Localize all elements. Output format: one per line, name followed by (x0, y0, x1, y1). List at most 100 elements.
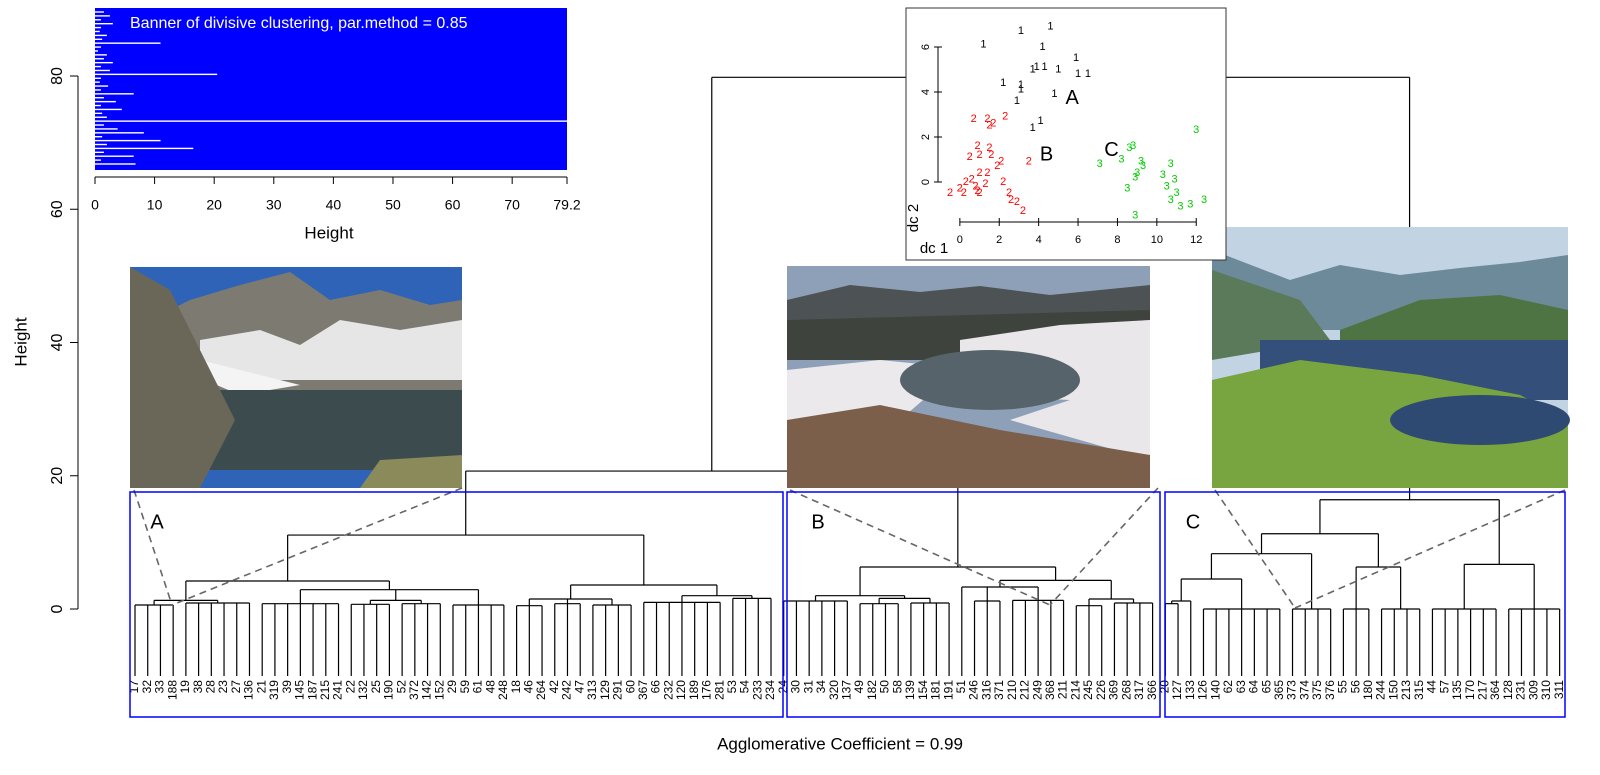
banner-bar (95, 77, 101, 79)
leaf-label: 180 (1361, 680, 1375, 700)
banner-bar (95, 139, 161, 142)
leaf-label: 244 (1374, 680, 1388, 700)
point: 3 (1134, 167, 1140, 179)
point: 1 (1018, 84, 1024, 96)
point: 1 (1034, 61, 1040, 73)
leaf-label: 34 (814, 680, 828, 694)
point: 3 (1160, 169, 1166, 181)
leaf-label: 191 (941, 680, 955, 700)
x-axis-title: Height (304, 223, 353, 242)
point: 2 (986, 120, 992, 132)
point: 1 (1073, 52, 1079, 64)
annotation: A (1065, 87, 1079, 109)
y-tick-label: 2 (920, 134, 932, 140)
leaf-label: 150 (1386, 680, 1400, 700)
x-tick-label: 10 (1151, 234, 1163, 246)
leaf-label: 49 (852, 680, 866, 694)
banner-bar (95, 50, 98, 52)
point: 1 (1047, 21, 1053, 33)
banner-bar (95, 26, 101, 29)
annotation: B (1040, 143, 1053, 165)
banner-bar (95, 22, 113, 25)
point: 2 (1020, 205, 1026, 217)
leaf-label: 242 (560, 680, 574, 700)
point: 3 (1130, 140, 1136, 152)
leaf-label: 367 (636, 680, 650, 700)
leaf-label: 264 (534, 680, 548, 700)
leaf-label: 232 (661, 680, 675, 700)
point: 2 (961, 187, 967, 199)
x-tick-label: 10 (147, 197, 163, 213)
leaf-label: 246 (967, 680, 981, 700)
leaf-label: 56 (1348, 680, 1362, 694)
leaf-label: 65 (1259, 680, 1273, 694)
x-tick-label: 12 (1190, 234, 1202, 246)
point: 1 (1018, 79, 1024, 91)
point: 1 (1018, 25, 1024, 37)
leaf-label: 136 (242, 680, 256, 700)
x-tick-label: 70 (504, 197, 520, 213)
leaf-label: 188 (165, 680, 179, 700)
point: 2 (1014, 196, 1020, 208)
x-tick-label: 20 (206, 197, 222, 213)
banner-bar (95, 132, 144, 134)
leaf-label: 213 (1399, 680, 1413, 700)
banner-bar (95, 159, 101, 161)
point: 3 (1118, 153, 1124, 165)
point: 1 (1000, 77, 1006, 89)
x-tick-label: 0 (91, 197, 99, 213)
leaf-label: 62 (1221, 680, 1235, 694)
leaf-label: 38 (191, 680, 205, 694)
banner-bar (95, 108, 122, 111)
zoom-lines (133, 487, 1566, 609)
leaf-label: 234 (763, 680, 777, 700)
banner-bar (95, 61, 113, 64)
leaf-label: 372 (407, 680, 421, 700)
leaf-label: 25 (369, 680, 383, 694)
banner-bar (95, 100, 116, 103)
banner-bar (95, 93, 134, 95)
leaf-label: 28 (203, 680, 217, 694)
leaf-label: 53 (725, 680, 739, 694)
leaf-label: 189 (687, 680, 701, 700)
leaf-label: 47 (572, 680, 586, 694)
point: 2 (984, 167, 990, 179)
x-axis-title: dc 1 (920, 240, 948, 257)
annotation: C (1104, 139, 1118, 161)
leaf-label: 32 (140, 680, 154, 694)
leaf-label: 61 (471, 680, 485, 694)
banner-bar (95, 42, 161, 44)
leaf-label: 248 (496, 680, 510, 700)
y-tick-label: 4 (920, 89, 932, 95)
point: 1 (980, 39, 986, 51)
banner-bar (95, 120, 567, 122)
banner-bar (95, 81, 100, 83)
point: 2 (976, 187, 982, 199)
banner-bar (95, 58, 104, 60)
banner-bar (95, 85, 109, 87)
x-tick-label: 40 (326, 197, 342, 213)
banner-bar (95, 38, 103, 40)
leaf-label: 231 (1514, 680, 1528, 700)
point: 2 (994, 160, 1000, 172)
y-tick-label: 40 (49, 334, 66, 352)
point: 2 (971, 113, 977, 125)
point: 2 (976, 167, 982, 179)
point: 1 (1030, 122, 1036, 134)
leaf-label: 27 (229, 680, 243, 694)
point: 3 (1168, 158, 1174, 170)
banner-bar (95, 163, 136, 165)
leaf-label: 376 (1323, 680, 1337, 700)
point: 2 (947, 187, 953, 199)
point: 3 (1177, 201, 1183, 213)
leaf-label: 126 (1196, 680, 1210, 700)
point: 2 (963, 176, 969, 188)
leaf-label: 55 (1336, 680, 1350, 694)
point: 2 (984, 113, 990, 125)
point: 2 (1006, 187, 1012, 199)
leaf-label: 190 (382, 680, 396, 700)
y-tick-label: 0 (920, 179, 932, 185)
banner-bar (95, 104, 101, 107)
